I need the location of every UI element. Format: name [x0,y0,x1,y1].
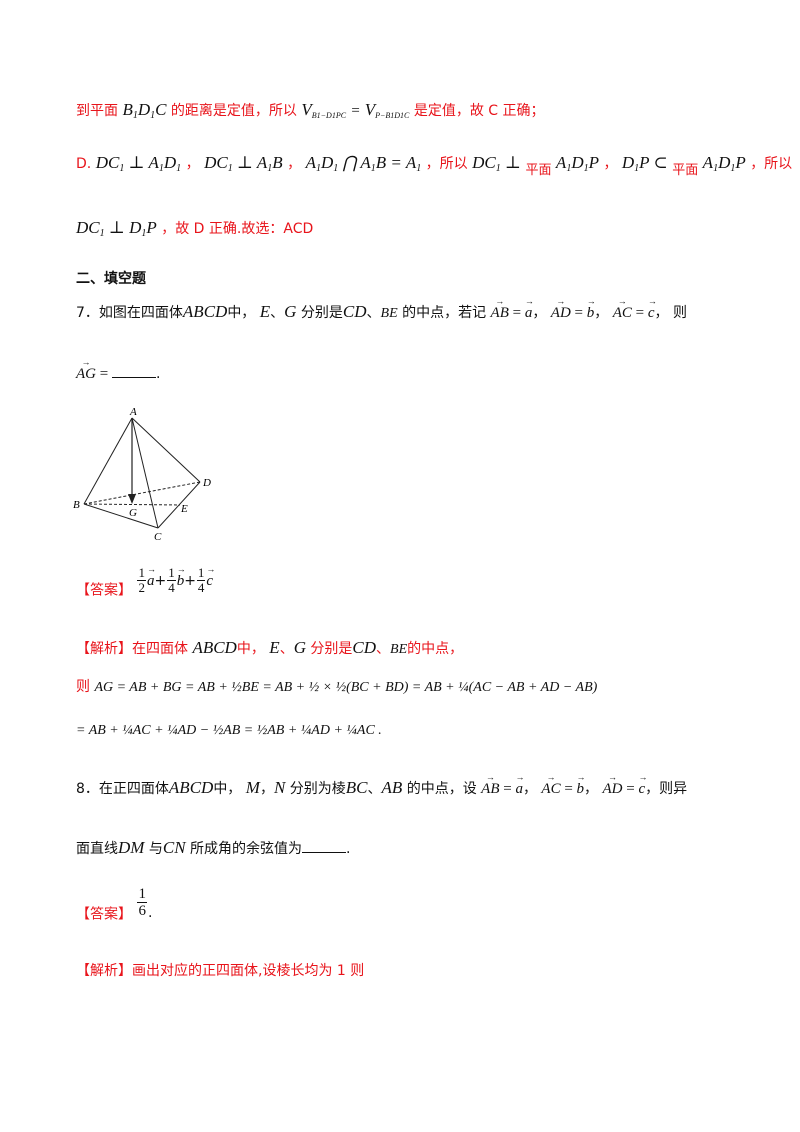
answer-7: 【答案】 12a+14b+14c [76,564,213,600]
label-g: G [129,507,137,519]
analysis-7-line2: 则 AG = AB + BG = AB + ½BE = AB + ½ × ½(B… [76,679,598,695]
answer-blank [111,376,156,378]
analysis-7: 【解析】在四面体 ABCD中， E、G 分别是CD、BE的中点， [76,638,464,657]
answer-blank [302,851,347,853]
label-a: A [129,406,137,418]
analysis-7-line3: = AB + ¼AC + ¼AD − ½AB = ½AB + ¼AD + ¼AC… [76,723,382,738]
solution-line-c: 到平面 B1D1C 的距离是定值，所以 VB1−D1PC = VP−B1D1C … [76,100,545,121]
question-7: 7．如图在四面体ABCD中， E、G 分别是CD、BE 的中点，若记 AB = … [76,296,687,322]
question-8-cont: 面直线DM 与CN 所成角的余弦值为. [76,838,351,857]
label-e: E [180,503,188,515]
analysis-8: 【解析】画出对应的正四面体,设棱长均为 1 则 [76,963,365,979]
solution-line-d: D. DC1 ⊥ A1D1 ， DC1 ⊥ A1B ， A1D1 ⋂ A1B =… [76,153,793,178]
label-c: C [154,531,162,543]
label-d: D [202,477,211,489]
question-8: 8．在正四面体ABCD中， M，N 分别为棱BC、AB 的中点，设 AB = a… [76,772,687,798]
question-7-blank: AG = . [76,357,160,383]
label-b: B [73,499,80,511]
section-heading: 二、填空题 [76,271,146,287]
tetrahedron-figure: A B C D E G [73,406,211,543]
solution-line-d-cont: DC1 ⊥ D1P ，故 D 正确.故选：ACD [76,218,314,239]
